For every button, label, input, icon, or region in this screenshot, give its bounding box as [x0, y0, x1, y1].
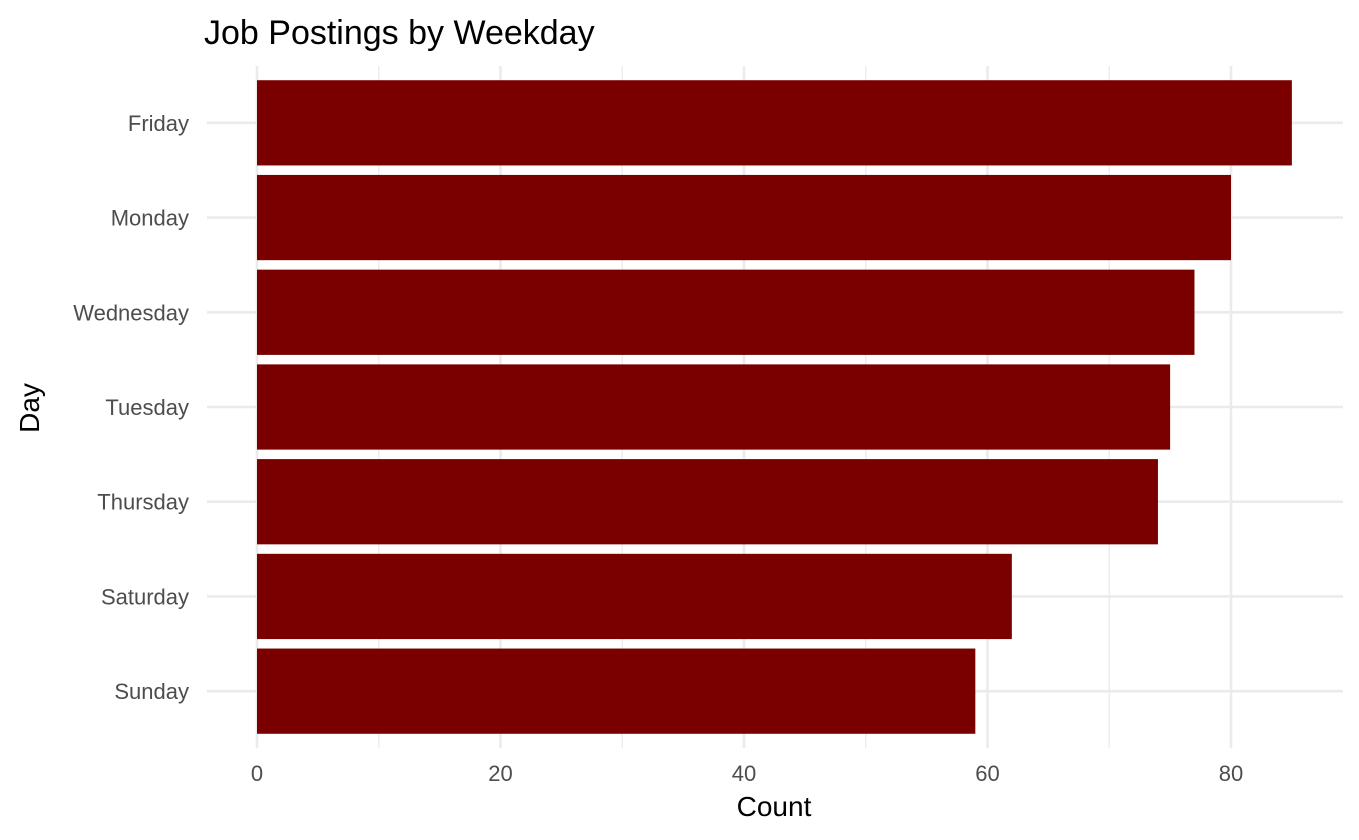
y-tick-label: Saturday — [101, 584, 189, 609]
x-tick-label: 0 — [251, 761, 263, 786]
chart-title: Job Postings by Weekday — [204, 14, 595, 52]
bar-sunday — [257, 648, 976, 734]
y-axis-tick-labels: Friday Monday Wednesday Tuesday Thursday Satu… — [73, 111, 189, 704]
y-axis-title: Day — [14, 383, 45, 433]
bar-saturday — [257, 553, 1012, 640]
y-tick-label: Thursday — [97, 490, 189, 515]
x-axis-tick-labels: 0 20 40 60 80 — [251, 761, 1243, 786]
bar-wednesday — [257, 269, 1195, 355]
y-tick-label: Tuesday — [105, 395, 189, 420]
bar-tuesday — [257, 364, 1171, 450]
x-tick-label: 40 — [732, 761, 756, 786]
y-tick-label: Sunday — [114, 679, 189, 704]
bar-thursday — [257, 459, 1158, 545]
x-tick-label: 20 — [488, 761, 512, 786]
x-tick-label: 80 — [1219, 761, 1243, 786]
y-tick-label: Monday — [111, 206, 189, 231]
bar-monday — [257, 174, 1231, 261]
y-tick-label: Wednesday — [73, 300, 189, 325]
y-tick-label: Friday — [128, 111, 189, 136]
x-axis-title: Count — [737, 791, 812, 822]
bars — [257, 80, 1292, 734]
bar-friday — [257, 80, 1292, 166]
x-tick-label: 60 — [975, 761, 999, 786]
